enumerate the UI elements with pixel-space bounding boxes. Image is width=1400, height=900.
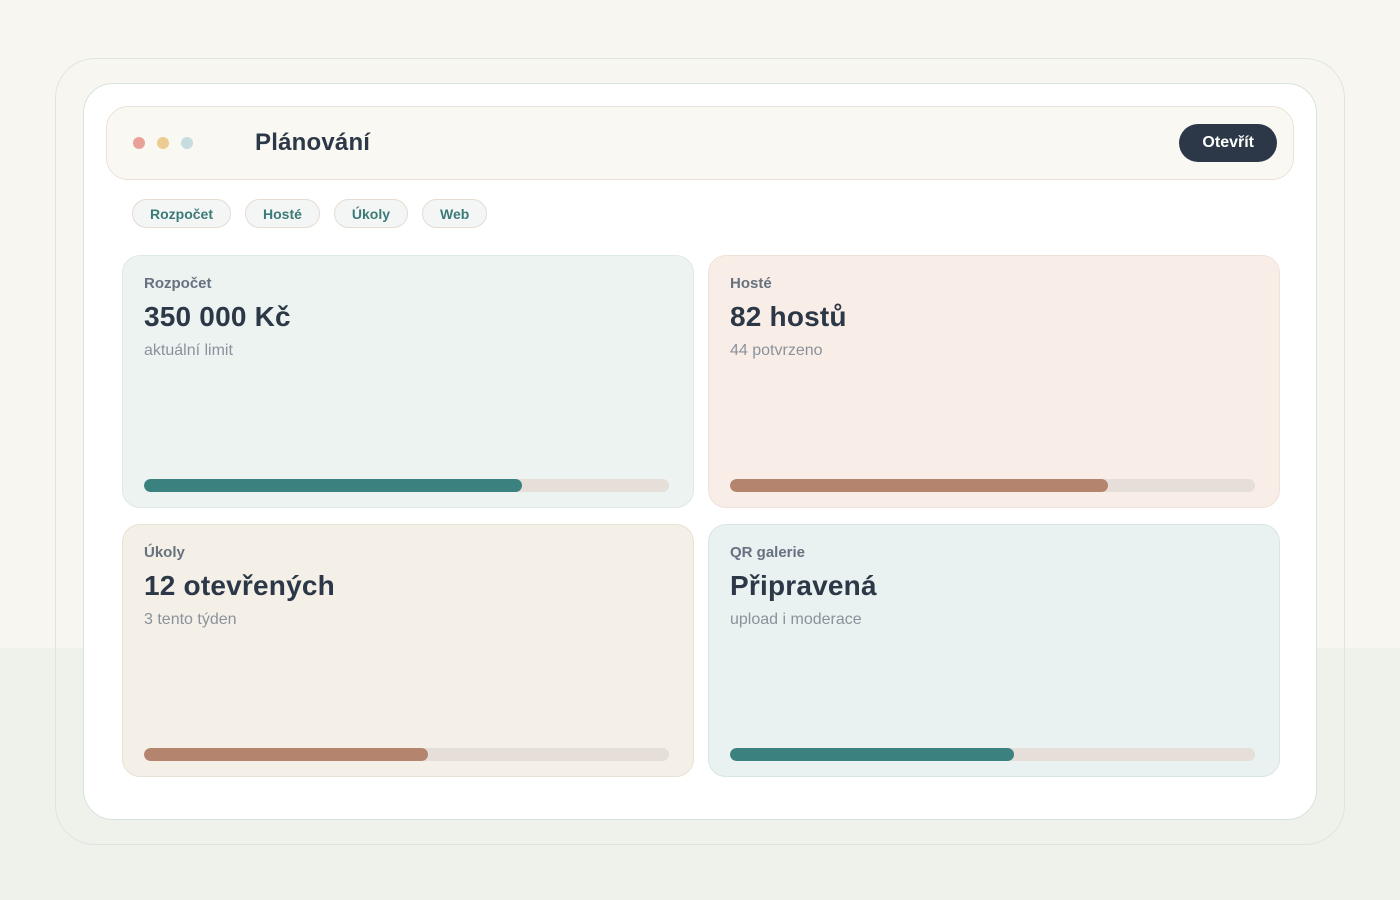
card-value: 82 hostů <box>730 301 847 332</box>
tab-rozpocet[interactable]: Rozpočet <box>132 199 231 228</box>
window-dot-salmon-icon <box>133 137 145 149</box>
window-dot-blue-icon <box>181 137 193 149</box>
card-subtitle: upload i moderace <box>730 611 862 628</box>
decorative-outer-frame <box>55 58 1345 845</box>
guests-progress-fill <box>730 479 1108 492</box>
tab-web[interactable]: Web <box>422 199 488 228</box>
guests-progress-track <box>730 479 1255 492</box>
card-value: 350 000 Kč <box>144 301 291 332</box>
stat-card-guests: Hosté 82 hostů 44 potvrzeno <box>708 255 1280 508</box>
card-subtitle: 44 potvrzeno <box>730 342 823 359</box>
planning-window: Plánování Otevřít Rozpočet Hosté Úkoly W… <box>83 83 1317 820</box>
tabs-row: Rozpočet Hosté Úkoly Web <box>132 199 1316 228</box>
window-dots <box>133 137 193 149</box>
page-title: Plánování <box>255 129 371 156</box>
card-label: Rozpočet <box>144 275 212 292</box>
tab-hoste[interactable]: Hosté <box>245 199 320 228</box>
stats-grid: Rozpočet 350 000 Kč aktuální limit Hosté… <box>122 255 1280 777</box>
card-subtitle: aktuální limit <box>144 342 233 359</box>
card-label: Úkoly <box>144 544 185 561</box>
stat-card-qr-gallery: QR galerie Připravená upload i moderace <box>708 524 1280 777</box>
card-value: 12 otevřených <box>144 570 335 601</box>
card-subtitle: 3 tento týden <box>144 611 237 628</box>
stat-card-budget: Rozpočet 350 000 Kč aktuální limit <box>122 255 694 508</box>
card-label: Hosté <box>730 275 772 292</box>
stat-card-tasks: Úkoly 12 otevřených 3 tento týden <box>122 524 694 777</box>
tasks-progress-track <box>144 748 669 761</box>
qr-progress-fill <box>730 748 1014 761</box>
qr-progress-track <box>730 748 1255 761</box>
budget-progress-fill <box>144 479 522 492</box>
tab-ukoly[interactable]: Úkoly <box>333 199 409 228</box>
card-label: QR galerie <box>730 544 806 561</box>
budget-progress-track <box>144 479 669 492</box>
window-header: Plánování Otevřít <box>106 106 1294 180</box>
tasks-progress-fill <box>144 748 428 761</box>
window-dot-gold-icon <box>157 137 169 149</box>
open-button[interactable]: Otevřít <box>1179 124 1277 162</box>
card-value: Připravená <box>730 570 877 601</box>
